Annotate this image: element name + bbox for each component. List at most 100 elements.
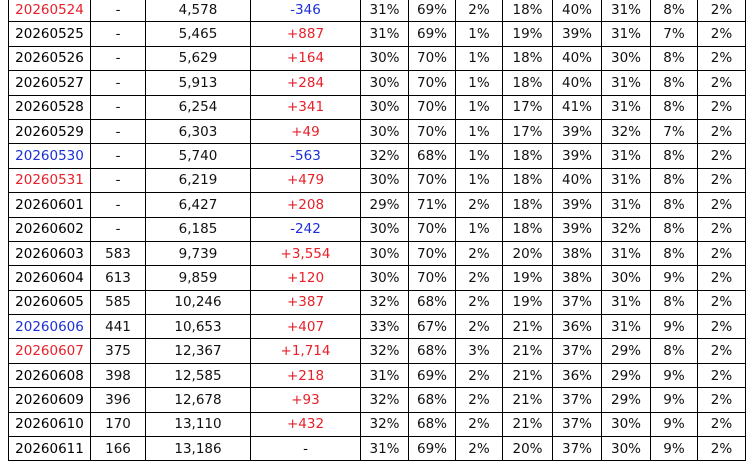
table-cell: 31%: [601, 94, 651, 120]
table-cell: 2%: [697, 21, 746, 47]
table-cell: +407: [250, 314, 361, 340]
table-cell: 1%: [455, 45, 503, 72]
table-cell: 37%: [552, 436, 602, 462]
table-cell: 70%: [408, 94, 456, 120]
table-cell: 20%: [502, 240, 553, 267]
table-cell: 17%: [502, 118, 553, 145]
table-cell: 30%: [601, 436, 651, 462]
table-cell: -563: [250, 143, 361, 169]
table-cell: 38%: [552, 265, 602, 291]
table-cell: 21%: [502, 411, 553, 438]
table-cell: -: [90, 94, 146, 120]
table-cell: 7%: [650, 21, 698, 47]
table-cell: 69%: [408, 21, 456, 47]
table-cell: 39%: [552, 143, 602, 169]
table-cell: 40%: [552, 45, 602, 72]
table-cell: 39%: [552, 192, 602, 218]
table-cell: 20260524: [8, 0, 91, 23]
table-cell: 6,303: [145, 118, 251, 145]
table-cell: 10,653: [145, 314, 251, 340]
table-cell: -: [90, 216, 146, 242]
table-cell: 32%: [360, 338, 409, 364]
table-cell: +49: [250, 118, 361, 145]
table-cell: 21%: [502, 387, 553, 413]
table-cell: 69%: [408, 0, 456, 23]
table-cell: 2%: [697, 94, 746, 120]
table-cell: 8%: [650, 216, 698, 242]
table-cell: 19%: [502, 265, 553, 291]
table-cell: 31%: [601, 21, 651, 47]
table-cell: 2%: [455, 314, 503, 340]
table-row: 20260608 398 12,585 +218 31% 69% 2% 21% 36% 29% 9%…: [8, 362, 746, 389]
table-cell: 32%: [360, 289, 409, 316]
table-cell: 13,186: [145, 436, 251, 462]
table-cell: 68%: [408, 338, 456, 364]
table-row: 20260606 441 10,653 +407 33% 67% 2% 21% 36% 31% 9%…: [8, 314, 746, 340]
table-cell: 20260611: [8, 436, 91, 462]
table-cell: 13,110: [145, 411, 251, 438]
table-cell: 31%: [601, 192, 651, 218]
table-cell: 36%: [552, 362, 602, 389]
table-cell: 20260602: [8, 216, 91, 242]
table-cell: 9%: [650, 265, 698, 291]
table-cell: 30%: [360, 118, 409, 145]
table-cell: +120: [250, 265, 361, 291]
table-cell: -346: [250, 0, 361, 23]
table-cell: 36%: [552, 314, 602, 340]
table-cell: 30%: [360, 216, 409, 242]
table-cell: 39%: [552, 216, 602, 242]
table-cell: 1%: [455, 70, 503, 96]
table-cell: 375: [90, 338, 146, 364]
table-cell: 20260526: [8, 45, 91, 72]
table-cell: 2%: [455, 240, 503, 267]
table-cell: 31%: [601, 167, 651, 194]
table-cell: 2%: [697, 387, 746, 413]
table-cell: 12,585: [145, 362, 251, 389]
table-cell: 68%: [408, 143, 456, 169]
table-cell: 2%: [697, 216, 746, 242]
table-cell: 2%: [455, 436, 503, 462]
table-row: 20260604 613 9,859 +120 30% 70% 2% 19% 38% 30% 9% 2…: [8, 265, 746, 291]
table-cell: 30%: [360, 240, 409, 267]
table-row: 20260601-6,427 +208 29% 71% 2% 18% 39% 31% 8% 2%: [8, 192, 746, 218]
table-cell: 32%: [360, 143, 409, 169]
table-cell: 9%: [650, 387, 698, 413]
table-cell: 30%: [360, 70, 409, 96]
table-cell: 2%: [455, 0, 503, 23]
table-cell: 20260603: [8, 240, 91, 267]
table-cell: 2%: [697, 45, 746, 72]
table-cell: 9,739: [145, 240, 251, 267]
table-cell: 8%: [650, 338, 698, 364]
data-table: 20260524-4,578 -346 31% 69% 2% 18% 40% 31% 8% 2% 2…: [8, 0, 746, 462]
table-cell: 29%: [360, 192, 409, 218]
table-cell: -242: [250, 216, 361, 242]
table-cell: 21%: [502, 362, 553, 389]
table-cell: 20260528: [8, 94, 91, 120]
table-cell: +479: [250, 167, 361, 194]
table-row: 20260602-6,185 -242 30% 70% 1% 18% 39% 32% 8% 2%: [8, 216, 746, 242]
table-cell: 20260529: [8, 118, 91, 145]
table-cell: 32%: [360, 387, 409, 413]
table-cell: 12,367: [145, 338, 251, 364]
table-cell: 2%: [697, 143, 746, 169]
table-row: 20260609 396 12,678 +93 32% 68% 2% 21% 37% 29% 9% 2…: [8, 387, 746, 413]
table-cell: 398: [90, 362, 146, 389]
table-cell: 18%: [502, 0, 553, 23]
table-cell: +164: [250, 45, 361, 72]
table-cell: 40%: [552, 70, 602, 96]
table-cell: 20260605: [8, 289, 91, 316]
table-cell: -: [250, 436, 361, 462]
table-cell: 2%: [697, 192, 746, 218]
table-cell: 2%: [455, 411, 503, 438]
table-cell: 2%: [455, 289, 503, 316]
table-cell: 20%: [502, 436, 553, 462]
table-cell: 9%: [650, 314, 698, 340]
table-cell: 20260610: [8, 411, 91, 438]
table-cell: 6,185: [145, 216, 251, 242]
table-cell: 2%: [697, 167, 746, 194]
table-cell: 69%: [408, 362, 456, 389]
table-row: 20260525-5,465 +887 31% 69% 1% 19% 39% 31% 7% 2%: [8, 21, 746, 47]
table-cell: 1%: [455, 216, 503, 242]
table-row: 20260526-5,629 +164 30% 70% 1% 18% 40% 30% 8% 2%: [8, 45, 746, 72]
